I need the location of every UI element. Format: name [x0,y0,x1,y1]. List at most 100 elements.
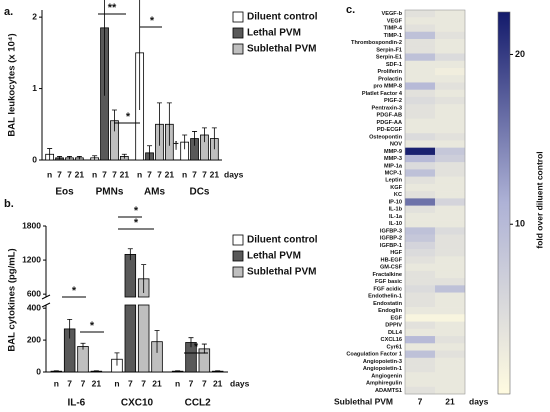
heatmap-cell [435,24,465,33]
bar [77,346,89,373]
heatmap-cell [405,285,435,293]
day-label: 7 [67,378,72,388]
heatmap-cell [435,176,465,185]
heatmap-cell [405,205,435,214]
x-axis-unit: days [469,396,489,406]
heatmap-cell [435,249,465,257]
annotation: * [194,341,199,353]
heatmap-cell [435,191,465,199]
heatmap-cell [405,118,435,127]
row-label: Prolactin [378,76,403,82]
heatmap-cell [435,357,465,366]
row-label: Serpin-F1 [376,47,402,53]
heatmap-cell [435,46,465,54]
day-label: 21 [75,169,85,179]
row-label: Endoglin [378,308,403,314]
category-label: Eos [55,187,74,198]
heatmap-cell [435,299,465,308]
y-tick-label: 1800 [22,220,41,230]
error-bar [154,330,160,353]
row-label: Amphiregulin [366,381,403,387]
error-bar [147,145,153,160]
row-label: ADAMTS1 [375,388,402,394]
heatmap-cell [435,31,465,40]
heatmap-cell [435,241,465,250]
row-label: Angiopoietin-1 [363,366,402,372]
category-label: IL-6 [67,398,85,409]
row-label: PDGF-AA [377,120,402,126]
day-label: n [182,169,187,179]
heatmap-cell [435,321,465,330]
heatmap-cell [435,133,465,141]
day-label: 21 [210,169,220,179]
heatmap-cell [435,82,465,90]
row-label: Proliferin [377,69,402,75]
day-label: n [54,378,59,388]
heatmap-cell [435,154,465,163]
day-label: 7 [112,169,117,179]
error-bar [215,370,221,372]
category-label: CXC10 [121,398,154,409]
error-bar [141,264,147,294]
annotation: † [173,140,179,152]
day-label: 7 [189,378,194,388]
x-axis-label: Sublethal PVM [334,396,393,406]
row-label: SDF-1 [386,62,402,68]
heatmap-cell [435,343,465,351]
heatmap-cell [405,140,435,148]
heatmap-cell [435,147,465,156]
heatmap-cell [435,169,465,177]
error-bar [47,148,53,160]
heatmap-cell [435,350,465,359]
heatmap-cell [405,133,435,141]
heatmap-cell [405,314,435,322]
day-label: 21 [165,169,175,179]
row-label: Platlet Factor 4 [362,91,403,97]
day-label: 7 [102,169,107,179]
error-bar [188,337,194,348]
heatmap-cell [435,125,465,134]
bar [137,304,150,373]
error-bar [114,352,120,366]
column-label: 21 [445,396,455,406]
legend-swatch [232,27,244,39]
heatmap-cell [405,249,435,257]
row-label: Cyr61 [386,344,402,350]
annotation: ** [108,2,117,14]
heatmap-cell [405,104,435,112]
heatmap-cell [405,53,435,62]
heatmap-cell [405,176,435,185]
row-label: Serpin-E1 [376,55,402,61]
row-label: Osteopontin [369,134,403,140]
heatmap-cell [405,343,435,351]
heatmap-cell [405,357,435,366]
legend-label: Lethal PVM [247,28,301,39]
heatmap-cell [405,191,435,199]
row-label: VEGF [387,18,403,24]
annotation: * [134,205,139,217]
legend-label: Diluent control [247,235,318,246]
legend-swatch [232,250,244,262]
heatmap-cell [435,292,465,301]
day-label: 7 [81,378,86,388]
day-label: 7 [67,169,72,179]
heatmap-cell [405,241,435,250]
heatmap-cell [435,10,465,18]
x-axis-label: days [230,378,250,388]
y-tick-label: 2 [32,11,37,21]
error-bar [127,248,133,261]
heatmap-cell [435,234,465,243]
row-label: Fractalkine [372,272,402,278]
heatmap-cell [435,372,465,380]
colorbar [497,11,511,395]
y-axis-label: BAL cytokines (pg/mL) [7,248,18,351]
heatmap-cell [435,53,465,62]
row-label: TIMP-4 [384,26,403,32]
legend-label: Sublethal PVM [247,267,316,278]
y-axis-label: BAL leukocytes (x 10⁴) [7,33,18,136]
day-label: 21 [92,378,102,388]
x-axis-label: days [224,169,244,179]
error-bar [93,370,99,372]
row-label: Angiogenin [371,373,402,379]
